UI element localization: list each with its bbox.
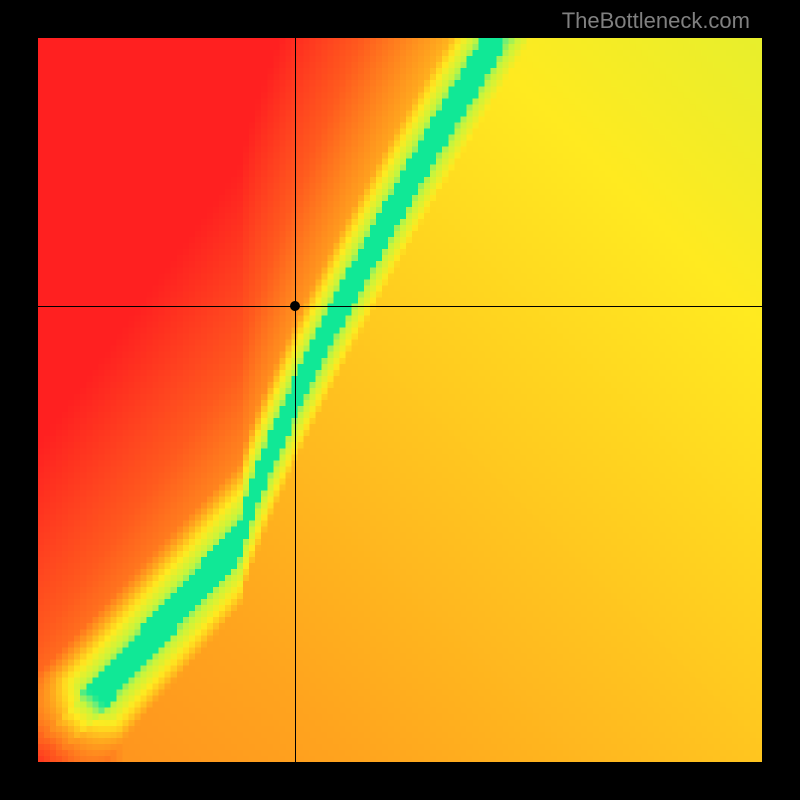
crosshair-horizontal	[38, 306, 762, 307]
heatmap-plot-area	[38, 38, 762, 762]
crosshair-vertical	[295, 38, 296, 762]
crosshair-marker	[290, 301, 300, 311]
heatmap-canvas	[38, 38, 762, 762]
watermark-text: TheBottleneck.com	[562, 8, 750, 34]
